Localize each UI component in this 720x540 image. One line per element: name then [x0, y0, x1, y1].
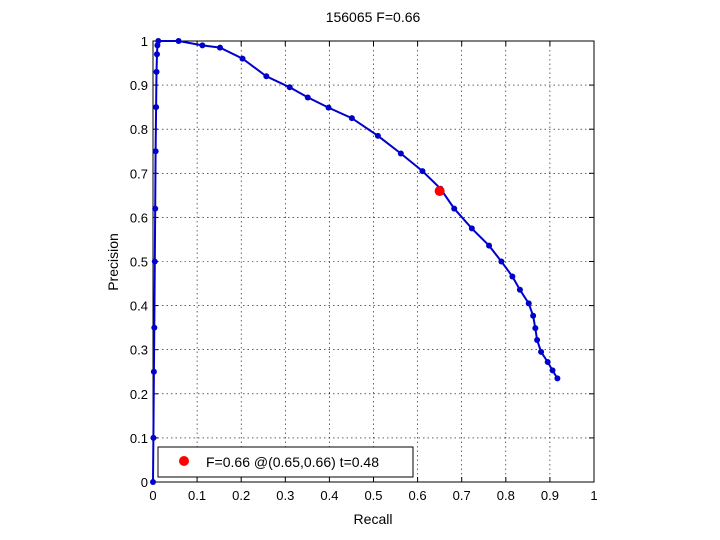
legend: F=0.66 @(0.65,0.66) t=0.48 [157, 446, 414, 478]
data-point [153, 51, 160, 58]
x-tick-label: 0.7 [453, 488, 471, 503]
chart-title: 156065 F=0.66 [326, 9, 421, 25]
x-tick-label: 0.5 [364, 488, 382, 503]
data-point [397, 150, 404, 157]
y-tick-label: 0.2 [130, 387, 148, 402]
y-tick-label: 0.6 [130, 210, 148, 225]
data-point [150, 434, 157, 441]
data-point [150, 368, 157, 375]
y-tick-label: 0.3 [130, 343, 148, 358]
y-tick-label: 1 [141, 34, 148, 49]
grid-lines [153, 41, 594, 482]
data-point [286, 84, 293, 91]
x-tick-label: 0.2 [232, 488, 250, 503]
data-point [498, 258, 505, 265]
data-point [239, 55, 246, 62]
data-point [468, 225, 475, 232]
x-tick-label: 0 [149, 488, 156, 503]
data-point [155, 38, 162, 44]
legend-label: F=0.66 @(0.65,0.66) t=0.48 [206, 454, 379, 470]
data-point [525, 300, 532, 307]
y-tick-label: 0.7 [130, 166, 148, 181]
data-point [304, 94, 311, 101]
x-tick-label: 0.8 [497, 488, 515, 503]
data-point [549, 367, 556, 374]
x-tick-label: 0.9 [541, 488, 559, 503]
best-f-point [434, 185, 445, 196]
data-point [153, 104, 160, 111]
data-point [152, 205, 159, 212]
data-point [175, 38, 182, 44]
data-point [530, 312, 537, 319]
data-point [451, 205, 458, 212]
data-point [486, 242, 493, 249]
tick-labels: 0 0.1 0.2 0.3 0.4 0.5 0.6 0.7 0.8 0.9 1 0 0.1 0.2 0.3 0… [130, 34, 598, 503]
legend-box [157, 446, 414, 478]
y-axis-title: Precision [105, 233, 121, 291]
data-point [348, 115, 355, 122]
data-point [199, 42, 206, 49]
data-point [150, 479, 156, 485]
data-point [151, 324, 158, 331]
data-point [217, 44, 224, 51]
x-tick-label: 0.1 [188, 488, 206, 503]
data-point [509, 273, 516, 280]
data-point [544, 359, 551, 366]
y-tick-label: 0.8 [130, 122, 148, 137]
data-point [153, 68, 160, 75]
data-point [534, 336, 541, 343]
y-tick-label: 0.5 [130, 255, 148, 270]
x-tick-label: 0.6 [409, 488, 427, 503]
data-point [151, 258, 158, 265]
y-tick-label: 0.1 [130, 431, 148, 446]
x-axis-title: Recall [354, 511, 393, 527]
x-tick-label: 1 [590, 488, 597, 503]
y-tick-label: 0.4 [130, 299, 148, 314]
data-point [538, 348, 545, 355]
data-point [152, 148, 159, 155]
data-point [419, 168, 426, 175]
y-tick-label: 0 [141, 475, 148, 490]
data-point [325, 104, 332, 111]
legend-marker [179, 456, 189, 466]
data-point [554, 375, 561, 382]
x-tick-label: 0.4 [320, 488, 338, 503]
data-point [374, 132, 381, 139]
x-tick-label: 0.3 [276, 488, 294, 503]
data-point [532, 325, 539, 332]
data-point [263, 73, 270, 80]
data-point [516, 286, 523, 293]
y-tick-label: 0.9 [130, 78, 148, 93]
highlight-layer [434, 185, 445, 196]
series-layer [150, 38, 561, 485]
